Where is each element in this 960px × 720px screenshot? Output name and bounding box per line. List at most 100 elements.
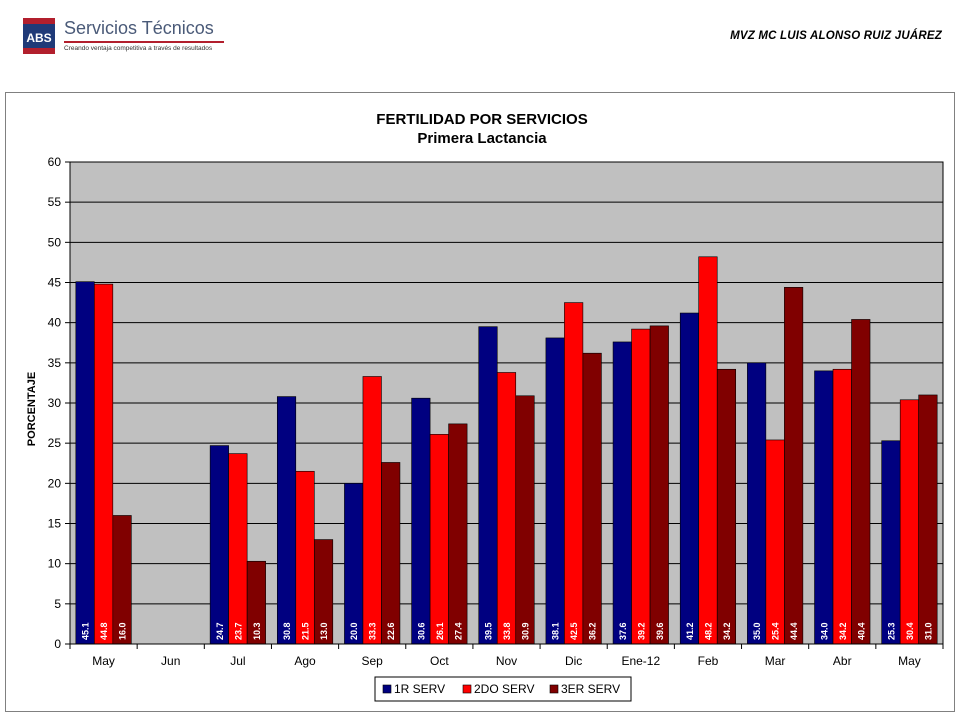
data-label: 39.5 [484, 622, 494, 640]
bar [747, 362, 767, 645]
x-tick-label: Feb [698, 654, 719, 668]
x-tick-label: Jul [230, 654, 245, 668]
y-tick-label: 25 [48, 436, 62, 450]
x-tick-label: Ene-12 [621, 654, 660, 668]
data-label: 13.0 [319, 622, 329, 640]
bar [564, 302, 584, 645]
fertility-chart: FERTILIDAD POR SERVICIOS Primera Lactanc… [26, 111, 944, 702]
x-tick-label: Nov [496, 654, 517, 668]
data-label: 24.7 [215, 622, 225, 640]
bar [381, 462, 401, 645]
bar [411, 397, 431, 645]
data-label: 31.0 [923, 622, 933, 640]
data-label: 20.0 [349, 622, 359, 640]
x-tick-label: Sep [362, 654, 384, 668]
y-tick-label: 20 [48, 476, 62, 490]
y-tick-label: 10 [48, 557, 62, 571]
data-label: 21.5 [301, 622, 311, 640]
bar [851, 319, 871, 645]
y-tick-label: 15 [48, 517, 62, 531]
bar [209, 445, 229, 645]
data-label: 48.2 [703, 622, 713, 640]
x-tick-label: Oct [430, 654, 449, 668]
x-tick-label: Ago [294, 654, 316, 668]
logo-abbr: ABS [26, 31, 51, 45]
y-tick-label: 45 [48, 276, 62, 290]
data-label: 34.0 [819, 622, 829, 640]
data-label: 27.4 [453, 622, 463, 640]
bar [832, 368, 852, 645]
plot-border [69, 161, 944, 645]
logo-tagline: Creando ventaja competitiva a través de … [64, 45, 213, 52]
bar [344, 483, 364, 645]
bar [496, 372, 517, 645]
x-tick-label: Jun [161, 654, 180, 668]
y-tick-label: 30 [48, 396, 62, 410]
bar [94, 283, 114, 645]
data-label: 26.1 [435, 622, 445, 640]
bar [765, 439, 785, 645]
data-label: 45.1 [81, 622, 91, 640]
y-tick-label: 60 [48, 155, 62, 169]
data-label: 25.3 [886, 622, 896, 640]
data-label: 10.3 [252, 622, 262, 640]
bar [918, 394, 938, 645]
x-tick-label: May [898, 654, 921, 668]
x-tick-label: Abr [833, 654, 852, 668]
y-tick-label: 55 [48, 195, 62, 209]
data-label: 25.4 [771, 622, 781, 640]
bar [899, 399, 919, 645]
y-tick-label: 5 [54, 597, 61, 611]
plot-area: 0 5 10 15 20 25 30 35 40 45 50 55 60 May 45.1 44.8 16.0 J… [48, 155, 944, 668]
y-tick-label: 35 [48, 356, 62, 370]
data-label: 36.2 [588, 622, 598, 640]
bar [276, 396, 297, 645]
chart-subtitle: Primera Lactancia [417, 130, 547, 147]
legend-swatch [549, 684, 559, 694]
data-label: 30.8 [282, 622, 292, 640]
bar [429, 434, 449, 645]
y-tick-label: 40 [48, 316, 62, 330]
bar [545, 337, 565, 645]
data-label: 39.6 [655, 622, 665, 640]
bar [582, 352, 602, 645]
bar [814, 370, 834, 645]
legend-label: 3ER SERV [561, 682, 620, 696]
logo-title: Servicios Técnicos [64, 18, 214, 38]
data-label: 22.6 [386, 622, 396, 640]
y-tick-label: 0 [54, 637, 61, 651]
data-label: 39.2 [636, 622, 646, 640]
bar [612, 341, 632, 645]
bar [716, 368, 737, 645]
data-label: 16.0 [118, 622, 128, 640]
bar [631, 328, 651, 645]
legend-label: 2DO SERV [474, 682, 534, 696]
bar [295, 470, 315, 645]
bar [698, 256, 718, 645]
data-label: 35.0 [752, 622, 762, 640]
logo-divider [64, 41, 224, 43]
data-label: 33.8 [502, 622, 512, 640]
data-label: 34.2 [838, 622, 848, 640]
legend-box [374, 676, 632, 702]
data-label: 42.5 [569, 622, 579, 640]
abs-logo-icon: ABS [23, 18, 55, 54]
data-label: 44.8 [99, 622, 109, 640]
bar [75, 281, 95, 645]
data-label: 37.6 [618, 622, 628, 640]
bar [784, 287, 804, 645]
y-axis-label: PORCENTAJE [26, 372, 38, 446]
bar [649, 325, 669, 645]
company-logo: ABS Servicios Técnicos Creando ventaja c… [22, 16, 224, 60]
bar [478, 326, 498, 645]
data-label: 23.7 [233, 622, 243, 640]
data-label: 41.2 [685, 622, 695, 640]
x-tick-label: May [92, 654, 115, 668]
bar [881, 440, 901, 645]
bar [679, 312, 700, 645]
bar [362, 376, 382, 645]
bar [448, 423, 468, 645]
bar [515, 395, 535, 645]
data-label: 44.4 [789, 622, 799, 640]
chart-title: FERTILIDAD POR SERVICIOS [376, 111, 587, 128]
